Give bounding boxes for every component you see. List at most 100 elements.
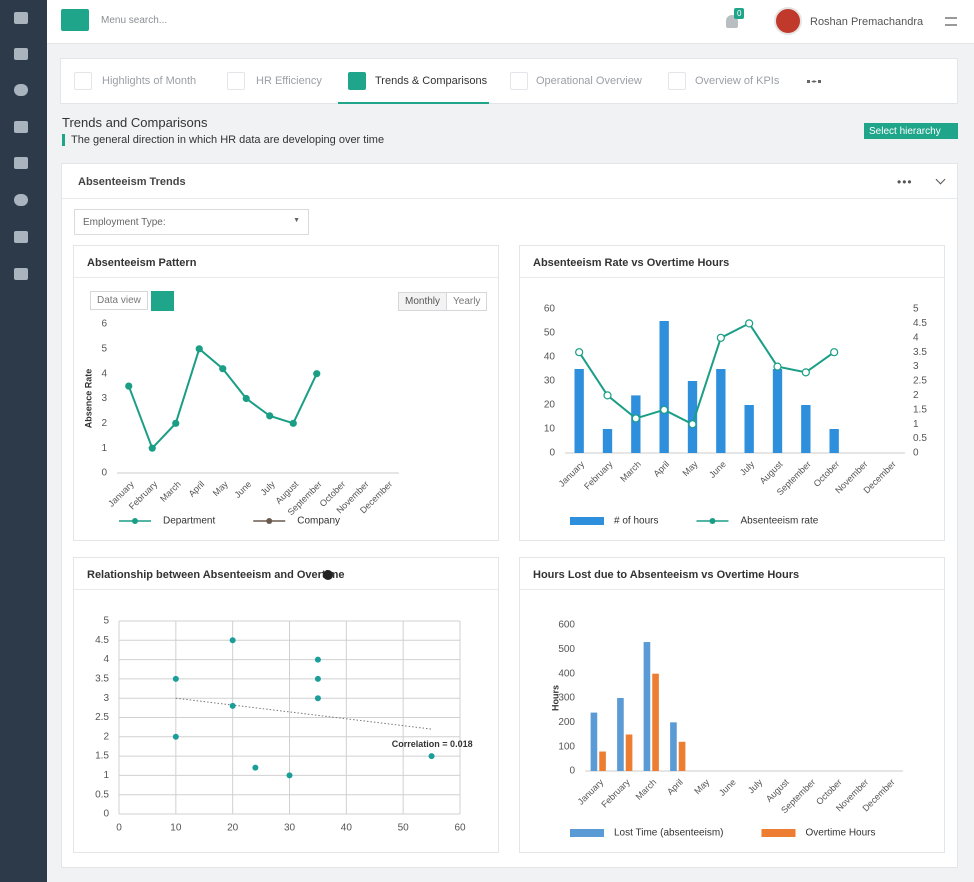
leave-icon[interactable] — [14, 121, 28, 133]
y-tick-label: 600 — [558, 620, 575, 631]
org-icon[interactable] — [14, 157, 28, 169]
y2-tick-label: 4 — [913, 332, 919, 343]
x-tick-label: July — [746, 777, 765, 796]
y-tick-label: 1 — [103, 770, 109, 781]
dashboard-icon[interactable] — [14, 48, 28, 60]
x-tick-label: 60 — [454, 823, 466, 834]
point — [660, 405, 669, 414]
point — [125, 382, 133, 390]
menu-search[interactable]: Menu search... — [101, 15, 168, 26]
point — [252, 764, 259, 771]
point — [688, 420, 697, 429]
legend-swatch — [570, 829, 604, 837]
menu-button[interactable] — [61, 9, 89, 31]
notification-badge: 0 — [734, 8, 745, 19]
y-tick-label: 2 — [101, 418, 107, 429]
help-icon[interactable] — [323, 570, 333, 580]
point — [428, 753, 435, 760]
target-icon[interactable] — [14, 194, 28, 206]
bar — [643, 642, 651, 771]
more-tabs[interactable] — [807, 80, 821, 83]
x-tick-label: March — [634, 777, 659, 802]
point — [229, 637, 236, 644]
y-tick-label: 60 — [544, 304, 556, 315]
data-view-button[interactable]: Data view — [90, 291, 148, 310]
chart-view-button[interactable] — [151, 291, 174, 311]
tab[interactable]: Overview of KPIs — [695, 75, 780, 87]
tab[interactable]: Highlights of Month — [102, 75, 197, 87]
point — [289, 419, 297, 427]
chart-title: Relationship between Absenteeism and Ove… — [87, 569, 345, 581]
briefcase-icon[interactable] — [14, 231, 28, 243]
y2-tick-label: 1 — [913, 419, 919, 430]
user-name[interactable]: Roshan Premachandra — [810, 16, 924, 28]
x-tick-label: May — [680, 459, 699, 478]
point — [286, 772, 293, 779]
y2-tick-label: 3.5 — [913, 347, 927, 358]
panel-menu[interactable]: ••• — [897, 175, 913, 189]
point — [801, 368, 810, 377]
point — [314, 675, 321, 682]
point — [631, 414, 640, 423]
x-tick-label: 40 — [341, 823, 353, 834]
tab[interactable]: HR Efficiency — [256, 75, 322, 87]
y-tick-label: 6 — [101, 319, 107, 330]
bar — [801, 405, 811, 453]
x-tick-label: 20 — [227, 823, 239, 834]
page-subtitle: The general direction in which HR data a… — [62, 134, 384, 146]
employment-filter[interactable]: Employment Type: ▼ — [74, 209, 309, 235]
bar — [670, 722, 677, 771]
list-icon[interactable] — [14, 268, 28, 280]
tab-bar: Highlights of Month HR Efficiency Trends… — [60, 58, 958, 104]
x-tick-label: May — [211, 479, 230, 498]
point — [172, 733, 179, 740]
x-tick-label: July — [258, 479, 277, 498]
select-hierarchy[interactable]: Select hierarchy — [864, 123, 958, 139]
x-tick-label: 10 — [170, 823, 182, 834]
y-axis-label: Absence Rate — [83, 369, 93, 429]
bar — [631, 395, 641, 453]
avatar[interactable] — [774, 7, 802, 35]
x-tick-label: 50 — [398, 823, 410, 834]
tab-active[interactable]: Trends & Comparisons — [375, 75, 488, 87]
chart-title: Hours Lost due to Absenteeism vs Overtim… — [533, 569, 800, 581]
y-tick-label: 4 — [101, 368, 107, 379]
x-tick-label: March — [618, 459, 643, 484]
x-tick-label: May — [692, 777, 711, 796]
y-tick-label: 2 — [103, 731, 109, 742]
y-tick-label: 200 — [558, 717, 575, 728]
y-tick-label: 3.5 — [95, 674, 109, 685]
bar — [772, 369, 783, 453]
y-tick-label: 5 — [103, 616, 109, 627]
collapse[interactable] — [935, 174, 946, 185]
yearly-button[interactable]: Yearly — [446, 292, 488, 311]
legend-label: Lost Time (absenteeism) — [614, 828, 724, 839]
point — [313, 370, 321, 378]
legend-label: # of hours — [614, 516, 658, 527]
user-icon[interactable] — [14, 84, 28, 96]
x-tick-label: July — [738, 459, 757, 478]
settings-icon[interactable] — [945, 17, 957, 26]
y-tick-label: 30 — [544, 376, 556, 387]
x-tick-label: March — [158, 479, 183, 504]
y-tick-label: 0.5 — [95, 789, 109, 800]
bar — [617, 698, 624, 771]
point — [603, 391, 612, 400]
point — [219, 365, 227, 373]
x-tick-label: June — [707, 459, 728, 480]
home-icon[interactable] — [14, 12, 28, 24]
line — [578, 322, 835, 426]
panel-title: Absenteeism Trends — [78, 176, 186, 188]
tab-icon — [227, 72, 245, 90]
point — [773, 362, 782, 371]
y-tick-label: 50 — [544, 328, 556, 339]
legend-swatch — [570, 517, 604, 525]
point — [266, 412, 274, 420]
x-tick-label: 30 — [284, 823, 296, 834]
y-tick-label: 0 — [549, 448, 555, 459]
y2-tick-label: 0.5 — [913, 433, 927, 444]
x-tick-label: February — [582, 459, 615, 492]
tab[interactable]: Operational Overview — [536, 75, 642, 87]
tab-icon — [74, 72, 92, 90]
